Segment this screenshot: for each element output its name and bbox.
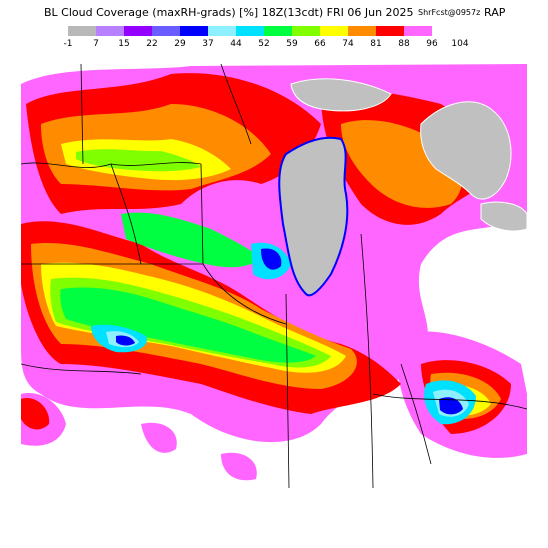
legend-swatch (432, 26, 460, 36)
map-canvas (21, 64, 527, 488)
color-scale-legend: -1 7 15 22 29 37 44 52 59 66 74 81 88 96 104 (64, 26, 488, 54)
legend-tick-label: 7 (93, 39, 99, 49)
model-name: RAP (484, 6, 506, 19)
legend-tick-label: 104 (451, 39, 469, 49)
legend-tick-label: 66 (314, 39, 326, 49)
forecast-map[interactable] (21, 64, 527, 488)
legend-tick-label: 59 (286, 39, 298, 49)
cloud-52-band (60, 212, 316, 363)
legend-swatch (292, 26, 320, 36)
legend-swatch (208, 26, 236, 36)
legend-tick-label: -1 (63, 39, 73, 49)
lake-erie (480, 201, 527, 232)
map-title: BL Cloud Coverage (maxRH-grads) [%] 18Z(… (44, 6, 414, 19)
lake-huron (420, 101, 512, 200)
state-boundaries (21, 64, 527, 488)
legend-tick-label: 29 (174, 39, 186, 49)
cloud-29-band (116, 248, 463, 415)
legend-swatch (348, 26, 376, 36)
legend-tick-label: 96 (426, 39, 438, 49)
legend-swatch (124, 26, 152, 36)
legend-tick-label: 52 (258, 39, 270, 49)
lake-superior (290, 78, 392, 112)
legend-tick-label: 37 (202, 39, 214, 49)
legend-swatch (96, 26, 124, 36)
forecast-timestamp: ShrFcst@0957z (418, 8, 481, 17)
map-header: BL Cloud Coverage (maxRH-grads) [%] 18Z(… (0, 4, 548, 22)
legend-tick-label: 22 (146, 39, 158, 49)
legend-tick-label: 15 (118, 39, 130, 49)
legend-swatch (236, 26, 264, 36)
legend-tick-label: 44 (230, 39, 242, 49)
legend-tick-label: 81 (370, 39, 382, 49)
legend-swatch (180, 26, 208, 36)
legend-swatch (404, 26, 432, 36)
legend-tick-label: 88 (398, 39, 410, 49)
legend-tick-label: 74 (342, 39, 354, 49)
legend-swatch (264, 26, 292, 36)
legend-swatch (376, 26, 404, 36)
legend-swatch (320, 26, 348, 36)
legend-swatch (152, 26, 180, 36)
legend-swatch (68, 26, 96, 36)
lake-michigan (278, 136, 349, 297)
